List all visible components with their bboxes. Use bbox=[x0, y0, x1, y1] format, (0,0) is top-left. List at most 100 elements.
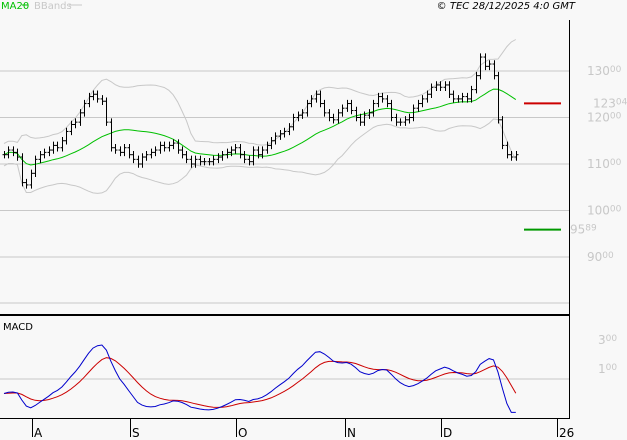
price-bar bbox=[42, 148, 47, 159]
price-bar bbox=[425, 90, 430, 103]
price-bar bbox=[2, 150, 7, 159]
legend-ma20-label: MA20 bbox=[1, 1, 29, 12]
price-levels: 12304 9589 bbox=[524, 96, 627, 237]
price-bar bbox=[411, 104, 416, 122]
price-bar bbox=[69, 120, 74, 136]
macd-panel bbox=[3, 344, 517, 413]
price-bar bbox=[260, 146, 265, 159]
price-bar bbox=[456, 95, 461, 103]
price-bar bbox=[233, 144, 238, 154]
price-bar bbox=[394, 113, 399, 126]
price-bar bbox=[220, 150, 225, 161]
price-bar bbox=[389, 99, 394, 122]
price-bar bbox=[358, 113, 363, 126]
grid: 13000 12000 11000 10000 9000 300 100 bbox=[0, 64, 622, 380]
price-bar bbox=[162, 141, 167, 152]
price-bar bbox=[38, 150, 43, 164]
price-bar bbox=[256, 146, 261, 159]
price-bar bbox=[158, 141, 163, 154]
price-bar bbox=[371, 99, 376, 117]
price-bar bbox=[340, 104, 345, 117]
price-bar bbox=[478, 53, 483, 80]
price-bar bbox=[514, 150, 519, 161]
price-bar bbox=[202, 157, 207, 166]
x-tick-label: A bbox=[34, 426, 43, 440]
price-bar bbox=[345, 99, 350, 112]
bb-upper bbox=[3, 39, 517, 146]
price-bar bbox=[318, 90, 323, 108]
price-bar bbox=[362, 111, 367, 126]
price-bar bbox=[305, 99, 310, 117]
price-bar bbox=[153, 146, 158, 157]
y-tick-label: 12000 bbox=[587, 111, 622, 125]
price-bar bbox=[91, 90, 96, 101]
bb-lower bbox=[3, 118, 517, 194]
price-bar bbox=[429, 83, 434, 98]
x-tick-label: D bbox=[443, 426, 452, 440]
price-bar bbox=[291, 113, 296, 131]
price-bar bbox=[336, 109, 341, 124]
price-bar bbox=[78, 109, 83, 126]
price-bar bbox=[282, 127, 287, 138]
price-bar bbox=[322, 99, 327, 117]
price-bar bbox=[407, 113, 412, 124]
price-bar bbox=[509, 150, 514, 161]
price-bar bbox=[6, 146, 11, 159]
price-bar bbox=[171, 139, 176, 150]
ma20-line bbox=[3, 88, 517, 166]
price-bar bbox=[225, 148, 230, 159]
x-tick-label: N bbox=[347, 426, 356, 440]
x-tick-label: 26 bbox=[559, 426, 574, 440]
price-bar bbox=[496, 71, 501, 124]
price-bar bbox=[47, 146, 52, 157]
price-bar bbox=[251, 146, 256, 166]
price-bar bbox=[238, 144, 243, 159]
price-bar bbox=[140, 153, 145, 168]
price-bar bbox=[104, 97, 109, 126]
y-tick-label: 10000 bbox=[587, 204, 622, 218]
macd-y-tick-label: 100 bbox=[598, 362, 617, 376]
legend-bbands-label: BBands bbox=[34, 1, 72, 12]
price-bar bbox=[398, 118, 403, 126]
price-bar bbox=[314, 90, 319, 103]
price-bar bbox=[109, 118, 114, 152]
price-bar bbox=[198, 155, 203, 166]
macd-y-tick-label: 300 bbox=[598, 333, 617, 347]
price-bar bbox=[492, 60, 497, 80]
price-bar bbox=[505, 141, 510, 159]
y-tick-label: 9000 bbox=[587, 250, 614, 264]
x-tick-label: S bbox=[132, 426, 140, 440]
price-level-label: 9589 bbox=[570, 223, 597, 237]
price-bar bbox=[229, 146, 234, 157]
price-bar bbox=[95, 90, 100, 103]
price-bar bbox=[216, 153, 221, 164]
price-bar bbox=[403, 116, 408, 126]
price-bar bbox=[483, 53, 488, 71]
price-bar bbox=[376, 92, 381, 108]
price-bar bbox=[82, 99, 87, 117]
price-bar bbox=[149, 148, 154, 159]
price-bar bbox=[122, 144, 127, 157]
macd-signal-line bbox=[3, 357, 517, 408]
price-level-label: 12304 bbox=[593, 96, 627, 110]
price-bar bbox=[451, 90, 456, 103]
price-bar bbox=[349, 99, 354, 115]
price-bar bbox=[354, 106, 359, 122]
price-bar bbox=[100, 95, 105, 105]
price-bar bbox=[144, 150, 149, 161]
price-bar bbox=[131, 150, 136, 164]
macd-label: MACD bbox=[3, 322, 33, 333]
price-bar bbox=[438, 81, 443, 91]
price-bar bbox=[269, 137, 274, 150]
price-bar bbox=[20, 153, 25, 187]
price-bar bbox=[300, 109, 305, 119]
ma20 bbox=[3, 88, 517, 166]
price-bar bbox=[265, 141, 270, 154]
price-bar bbox=[331, 113, 336, 124]
price-bar bbox=[247, 155, 252, 166]
price-bar bbox=[434, 81, 439, 91]
price-bar bbox=[193, 155, 198, 168]
price-bar bbox=[64, 127, 69, 145]
price-bar bbox=[385, 95, 390, 108]
